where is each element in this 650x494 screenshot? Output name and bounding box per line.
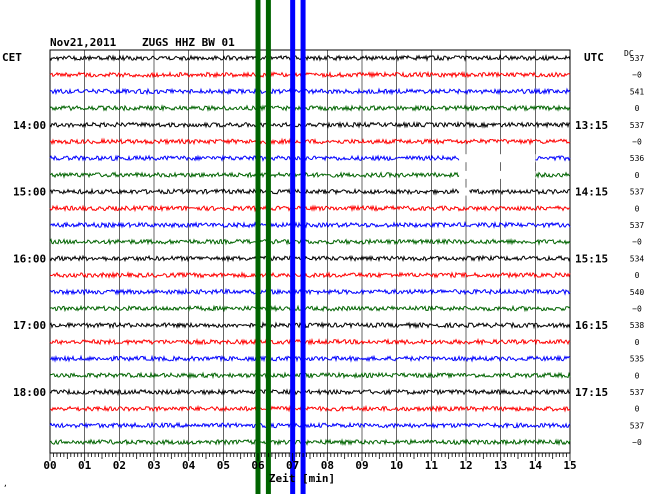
dc-value-0: 537 xyxy=(630,54,645,63)
utc-label-1515: 15:15 xyxy=(575,252,608,265)
dc-value-16: 538 xyxy=(630,321,645,330)
date-label: Nov21,2011 xyxy=(50,36,117,49)
dc-value-23: −0 xyxy=(632,438,642,447)
dc-value-4: 537 xyxy=(630,121,645,130)
trace-13 xyxy=(49,271,571,280)
trace-21 xyxy=(49,404,571,413)
dc-value-2: 541 xyxy=(630,87,645,96)
trace-11 xyxy=(49,237,571,246)
dc-value-17: 0 xyxy=(635,338,640,347)
x-tick-label-06: 06 xyxy=(251,459,265,472)
x-tick-label-02: 02 xyxy=(113,459,126,472)
x-tick-label-03: 03 xyxy=(147,459,160,472)
minute-gridlines xyxy=(84,50,536,453)
dc-value-18: 535 xyxy=(630,355,645,364)
utc-label-1315: 13:15 xyxy=(575,119,608,132)
trace-22 xyxy=(49,421,571,430)
trace-3 xyxy=(49,104,571,113)
utc-label: UTC xyxy=(584,51,604,64)
utc-label-1415: 14:15 xyxy=(575,186,608,199)
gap-0 xyxy=(459,154,536,163)
dc-value-15: −0 xyxy=(632,305,642,314)
station-label: ZUGS HHZ BW 01 xyxy=(142,36,235,49)
x-tick-label-00: 00 xyxy=(43,459,56,472)
dc-value-22: 537 xyxy=(630,421,645,430)
dc-value-13: 0 xyxy=(635,271,640,280)
x-tick-label-07: 07 xyxy=(286,459,299,472)
vertical-markers xyxy=(255,0,306,494)
data-gaps xyxy=(459,154,536,196)
dc-value-21: 0 xyxy=(635,405,640,414)
dc-value-9: 0 xyxy=(635,204,640,213)
dc-value-1: −0 xyxy=(632,71,642,80)
utc-label-1615: 16:15 xyxy=(575,319,608,332)
x-axis: 00 01 02 03 04 05 06 07 08 09 10 11 12 13 14 15 xyxy=(43,453,577,472)
x-tick-label-04: 04 xyxy=(182,459,196,472)
trace-1 xyxy=(49,70,571,79)
x-tick-label-11: 11 xyxy=(425,459,439,472)
corner-mark: ‚ xyxy=(3,479,8,488)
utc-time-labels: 13:15 14:15 15:15 16:15 17:15 xyxy=(575,119,608,399)
dc-value-12: 534 xyxy=(630,254,645,263)
dc-value-7: 0 xyxy=(635,171,640,180)
dc-value-8: 537 xyxy=(630,188,645,197)
trace-4 xyxy=(49,120,571,129)
dc-value-5: −0 xyxy=(632,138,642,147)
trace-18 xyxy=(49,354,571,363)
dc-value-11: −0 xyxy=(632,238,642,247)
seismic-traces xyxy=(49,54,571,447)
cet-label-1700: 17:00 xyxy=(13,319,46,332)
x-tick-label-01: 01 xyxy=(78,459,92,472)
trace-12 xyxy=(49,254,571,263)
dc-value-10: 537 xyxy=(630,221,645,230)
trace-23 xyxy=(49,438,571,447)
dc-value-6: 536 xyxy=(630,154,645,163)
x-tick-label-14: 14 xyxy=(529,459,543,472)
cet-label-1500: 15:00 xyxy=(13,186,46,199)
trace-16 xyxy=(49,321,571,330)
dc-value-20: 537 xyxy=(630,388,645,397)
cet-time-labels: 14:00 15:00 16:00 17:00 18:00 xyxy=(13,119,46,399)
cet-label-1600: 16:00 xyxy=(13,252,46,265)
x-tick-label-10: 10 xyxy=(390,459,403,472)
gap-2 xyxy=(459,187,470,196)
x-tick-label-05: 05 xyxy=(217,459,230,472)
x-tick-label-09: 09 xyxy=(355,459,368,472)
trace-9 xyxy=(49,204,571,213)
x-axis-title: Zeit [min] xyxy=(269,472,335,485)
trace-8 xyxy=(49,187,571,196)
cet-label-1800: 18:00 xyxy=(13,386,46,399)
gap-1 xyxy=(459,170,536,179)
x-tick-label-15: 15 xyxy=(563,459,576,472)
x-tick-label-08: 08 xyxy=(321,459,334,472)
dc-value-19: 0 xyxy=(635,371,640,380)
dc-label: DC xyxy=(624,49,634,58)
dc-value-14: 540 xyxy=(630,288,645,297)
cet-label-1400: 14:00 xyxy=(13,119,46,132)
trace-5 xyxy=(49,137,571,146)
cet-label: CET xyxy=(2,51,22,64)
trace-17 xyxy=(49,337,571,346)
dc-value-3: 0 xyxy=(635,104,640,113)
dc-values: 537 −0 541 0 537 −0 536 0 537 0 537 −0 534 0 540 −0 538 0… xyxy=(630,54,645,447)
trace-10 xyxy=(49,221,571,229)
x-tick-label-13: 13 xyxy=(494,459,507,472)
trace-19 xyxy=(49,371,571,380)
x-tick-label-12: 12 xyxy=(459,459,472,472)
trace-2 xyxy=(49,87,571,96)
trace-14 xyxy=(49,287,571,296)
utc-label-1715: 17:15 xyxy=(575,386,608,399)
trace-0 xyxy=(49,54,571,63)
trace-20 xyxy=(49,387,571,397)
trace-15 xyxy=(49,304,571,313)
